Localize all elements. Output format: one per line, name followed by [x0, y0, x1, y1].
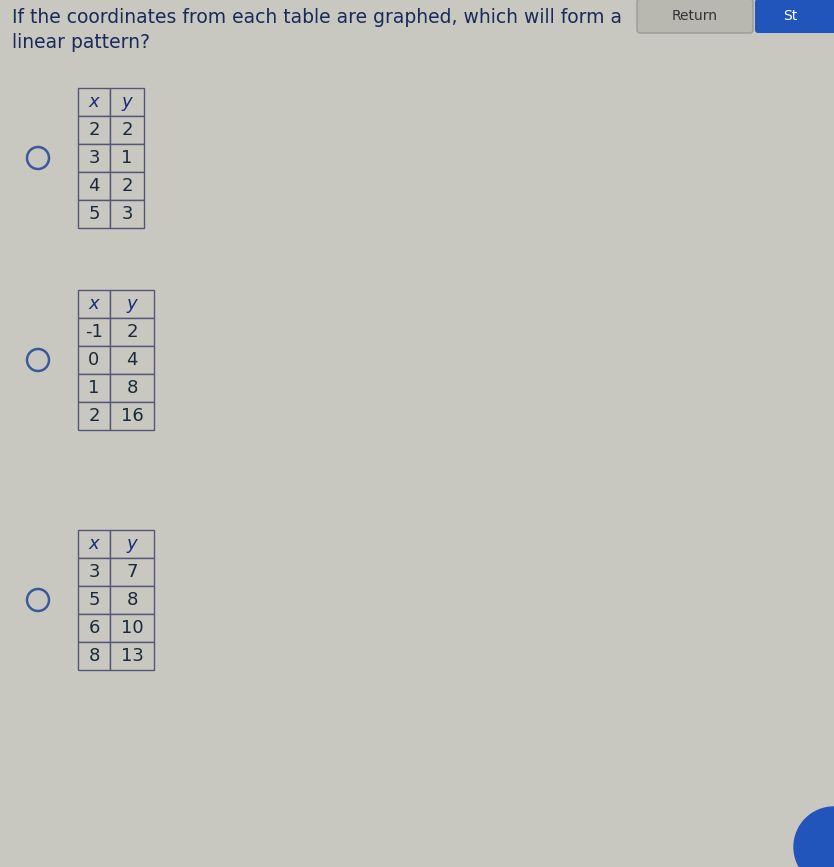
Text: 8: 8	[126, 591, 138, 609]
Text: 0: 0	[88, 351, 99, 369]
Text: -1: -1	[85, 323, 103, 341]
Bar	[78, 558, 110, 586]
Text: y: y	[127, 535, 138, 553]
Text: 1: 1	[121, 149, 133, 167]
Text: 16: 16	[121, 407, 143, 425]
Bar	[110, 144, 144, 172]
Bar	[78, 144, 110, 172]
Text: x: x	[88, 93, 99, 111]
FancyBboxPatch shape	[637, 0, 753, 33]
Text: 13: 13	[121, 647, 143, 665]
Text: Return: Return	[672, 9, 718, 23]
Circle shape	[27, 349, 49, 371]
Bar	[110, 614, 154, 642]
Bar	[78, 402, 110, 430]
Text: St: St	[783, 9, 797, 23]
Circle shape	[794, 807, 834, 867]
Bar	[78, 290, 110, 318]
Text: 8: 8	[88, 647, 100, 665]
Text: 2: 2	[126, 323, 138, 341]
Bar	[110, 172, 144, 200]
Text: If the coordinates from each table are graphed, which will form a
linear pattern: If the coordinates from each table are g…	[12, 8, 622, 52]
Circle shape	[27, 589, 49, 611]
Bar	[110, 374, 154, 402]
Text: y: y	[122, 93, 133, 111]
Text: 4: 4	[88, 177, 100, 195]
Text: y: y	[127, 295, 138, 313]
Text: 8: 8	[126, 379, 138, 397]
Text: 7: 7	[126, 563, 138, 581]
Bar	[78, 318, 110, 346]
Text: x: x	[88, 295, 99, 313]
Text: 3: 3	[88, 149, 100, 167]
Text: 2: 2	[121, 177, 133, 195]
Bar	[78, 530, 110, 558]
Bar	[110, 586, 154, 614]
Text: 3: 3	[121, 205, 133, 223]
FancyBboxPatch shape	[755, 0, 834, 33]
Circle shape	[27, 147, 49, 169]
Bar	[78, 200, 110, 228]
Bar	[78, 586, 110, 614]
Text: 6: 6	[88, 619, 100, 637]
Bar	[110, 530, 154, 558]
Text: 2: 2	[88, 121, 100, 139]
Bar	[78, 346, 110, 374]
Text: 2: 2	[88, 407, 100, 425]
Text: 2: 2	[121, 121, 133, 139]
Bar	[110, 346, 154, 374]
Bar	[78, 88, 110, 116]
Bar	[78, 116, 110, 144]
Text: 3: 3	[88, 563, 100, 581]
Bar	[110, 200, 144, 228]
Text: 10: 10	[121, 619, 143, 637]
Bar	[110, 88, 144, 116]
Bar	[110, 642, 154, 670]
Bar	[78, 642, 110, 670]
Bar	[110, 558, 154, 586]
Bar	[110, 116, 144, 144]
Bar	[78, 374, 110, 402]
Text: 5: 5	[88, 205, 100, 223]
Bar	[78, 614, 110, 642]
Text: 1: 1	[88, 379, 100, 397]
Bar	[78, 172, 110, 200]
Text: 5: 5	[88, 591, 100, 609]
Bar	[110, 290, 154, 318]
Text: x: x	[88, 535, 99, 553]
Bar	[110, 402, 154, 430]
Bar	[110, 318, 154, 346]
Text: 4: 4	[126, 351, 138, 369]
